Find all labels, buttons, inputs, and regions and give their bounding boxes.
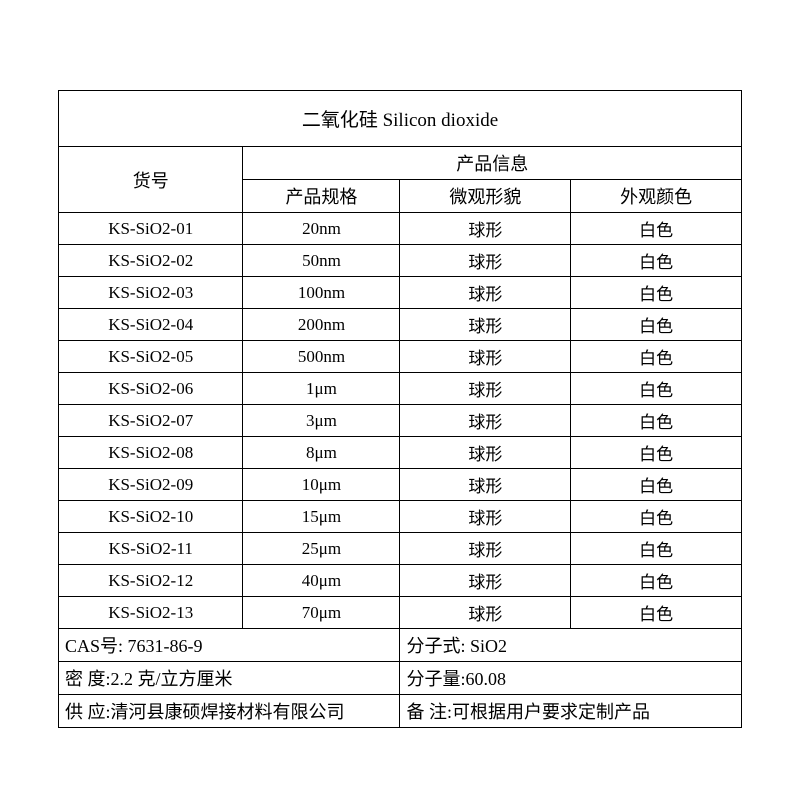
footer-density: 密 度:2.2 克/立方厘米 bbox=[59, 662, 400, 695]
header-appearance: 外观颜色 bbox=[571, 180, 742, 213]
table-row: KS-SiO2-073μm球形白色 bbox=[59, 405, 742, 437]
product-table: 二氧化硅 Silicon dioxide 货号 产品信息 产品规格 微观形貌 外… bbox=[58, 90, 742, 728]
table-cell: 白色 bbox=[571, 565, 742, 597]
table-cell: KS-SiO2-12 bbox=[59, 565, 243, 597]
header-product-info: 产品信息 bbox=[243, 147, 742, 180]
footer-formula: 分子式: SiO2 bbox=[400, 629, 742, 662]
table-cell: 白色 bbox=[571, 213, 742, 245]
table-cell: 20nm bbox=[243, 213, 400, 245]
table-cell: KS-SiO2-04 bbox=[59, 309, 243, 341]
table-cell: 40μm bbox=[243, 565, 400, 597]
table-cell: KS-SiO2-09 bbox=[59, 469, 243, 501]
table-row: KS-SiO2-1015μm球形白色 bbox=[59, 501, 742, 533]
table-row: KS-SiO2-1370μm球形白色 bbox=[59, 597, 742, 629]
table-cell: 球形 bbox=[400, 245, 571, 277]
table-cell: 白色 bbox=[571, 309, 742, 341]
table-cell: 球形 bbox=[400, 341, 571, 373]
table-cell: 50nm bbox=[243, 245, 400, 277]
table-cell: 球形 bbox=[400, 405, 571, 437]
table-cell: 白色 bbox=[571, 277, 742, 309]
table-row: KS-SiO2-061μm球形白色 bbox=[59, 373, 742, 405]
table-cell: 球形 bbox=[400, 309, 571, 341]
table-cell: 3μm bbox=[243, 405, 400, 437]
footer-supplier: 供 应:清河县康硕焊接材料有限公司 bbox=[59, 695, 400, 728]
table-cell: 白色 bbox=[571, 501, 742, 533]
footer-cas: CAS号: 7631-86-9 bbox=[59, 629, 400, 662]
table-cell: 白色 bbox=[571, 437, 742, 469]
table-cell: 500nm bbox=[243, 341, 400, 373]
table-cell: 200nm bbox=[243, 309, 400, 341]
table-cell: 白色 bbox=[571, 469, 742, 501]
table-row: KS-SiO2-0910μm球形白色 bbox=[59, 469, 742, 501]
table-cell: 球形 bbox=[400, 501, 571, 533]
table-cell: 球形 bbox=[400, 373, 571, 405]
table-cell: 球形 bbox=[400, 277, 571, 309]
table-cell: KS-SiO2-05 bbox=[59, 341, 243, 373]
footer-molweight: 分子量:60.08 bbox=[400, 662, 742, 695]
table-row: KS-SiO2-03100nm球形白色 bbox=[59, 277, 742, 309]
table-cell: 白色 bbox=[571, 597, 742, 629]
table-cell: 球形 bbox=[400, 213, 571, 245]
table-cell: KS-SiO2-08 bbox=[59, 437, 243, 469]
table-cell: 球形 bbox=[400, 533, 571, 565]
table-cell: KS-SiO2-01 bbox=[59, 213, 243, 245]
table-cell: 70μm bbox=[243, 597, 400, 629]
table-cell: 白色 bbox=[571, 533, 742, 565]
table-row: KS-SiO2-088μm球形白色 bbox=[59, 437, 742, 469]
table-cell: 8μm bbox=[243, 437, 400, 469]
footer-remark: 备 注:可根据用户要求定制产品 bbox=[400, 695, 742, 728]
table-cell: 25μm bbox=[243, 533, 400, 565]
table-cell: 球形 bbox=[400, 565, 571, 597]
table-cell: KS-SiO2-07 bbox=[59, 405, 243, 437]
table-row: KS-SiO2-0120nm球形白色 bbox=[59, 213, 742, 245]
table-cell: KS-SiO2-13 bbox=[59, 597, 243, 629]
table-cell: KS-SiO2-02 bbox=[59, 245, 243, 277]
table-title: 二氧化硅 Silicon dioxide bbox=[59, 91, 742, 147]
table-cell: KS-SiO2-11 bbox=[59, 533, 243, 565]
table-cell: 球形 bbox=[400, 437, 571, 469]
header-spec: 产品规格 bbox=[243, 180, 400, 213]
table-cell: 白色 bbox=[571, 245, 742, 277]
table-cell: 15μm bbox=[243, 501, 400, 533]
table-cell: 球形 bbox=[400, 597, 571, 629]
table-row: KS-SiO2-04200nm球形白色 bbox=[59, 309, 742, 341]
table-cell: KS-SiO2-10 bbox=[59, 501, 243, 533]
table-cell: 白色 bbox=[571, 405, 742, 437]
table-cell: 球形 bbox=[400, 469, 571, 501]
table-cell: 白色 bbox=[571, 341, 742, 373]
table-cell: KS-SiO2-03 bbox=[59, 277, 243, 309]
table-cell: 100nm bbox=[243, 277, 400, 309]
table-row: KS-SiO2-1240μm球形白色 bbox=[59, 565, 742, 597]
table-row: KS-SiO2-1125μm球形白色 bbox=[59, 533, 742, 565]
table-cell: 10μm bbox=[243, 469, 400, 501]
table-cell: KS-SiO2-06 bbox=[59, 373, 243, 405]
table-cell: 白色 bbox=[571, 373, 742, 405]
header-product-no: 货号 bbox=[59, 147, 243, 213]
table-row: KS-SiO2-05500nm球形白色 bbox=[59, 341, 742, 373]
header-morphology: 微观形貌 bbox=[400, 180, 571, 213]
table-cell: 1μm bbox=[243, 373, 400, 405]
table-row: KS-SiO2-0250nm球形白色 bbox=[59, 245, 742, 277]
